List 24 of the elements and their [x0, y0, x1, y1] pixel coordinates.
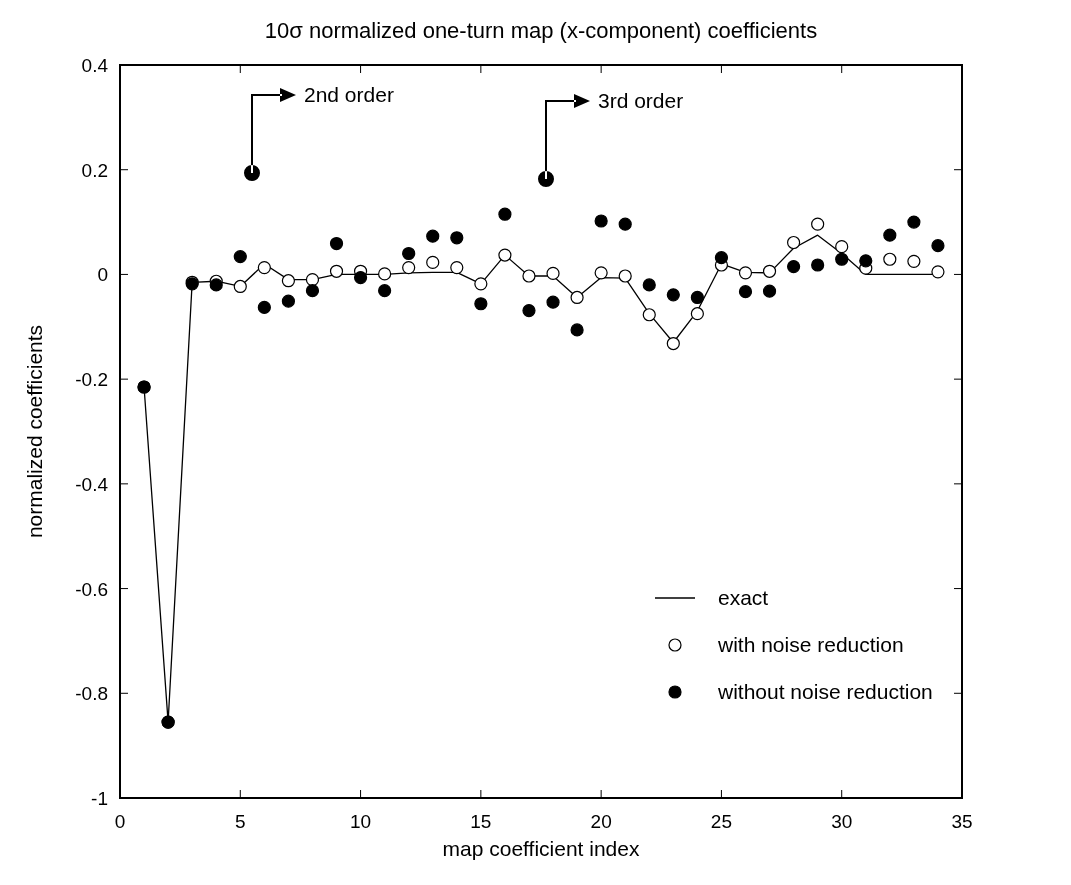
legend-label: exact	[718, 586, 769, 609]
x-tick-label: 35	[951, 811, 973, 832]
annotation: 2nd order	[304, 83, 394, 106]
y-tick-label: 0.4	[81, 55, 109, 76]
y-tick-label: -0.6	[75, 578, 108, 600]
y-axis-title: normalized coefficients	[23, 324, 46, 539]
y-tick-label: -0.8	[75, 683, 108, 705]
x-tick-label: 10	[350, 811, 372, 832]
x-tick-label: 15	[470, 811, 492, 832]
y-tick-label: 0.2	[81, 159, 108, 181]
annotation: 3rd order	[598, 89, 684, 112]
y-tick-label: -1	[91, 788, 108, 809]
y-tick-label: -0.2	[75, 369, 108, 391]
x-tick-label: 0	[114, 811, 126, 832]
x-axis-title: map coefficient index	[442, 837, 640, 860]
x-tick-label: 5	[235, 811, 246, 832]
y-tick-label: -0.4	[75, 473, 109, 495]
x-tick-label: 30	[831, 811, 853, 832]
legend-label: with noise reduction	[717, 633, 904, 656]
x-tick-label: 20	[590, 811, 612, 832]
chart-title: 10σ normalized one-turn map (x-component) coefficients	[264, 18, 818, 43]
y-tick-label: 0	[97, 264, 108, 286]
legend-label: without noise reduction	[717, 680, 933, 703]
x-tick-label: 25	[710, 811, 732, 832]
